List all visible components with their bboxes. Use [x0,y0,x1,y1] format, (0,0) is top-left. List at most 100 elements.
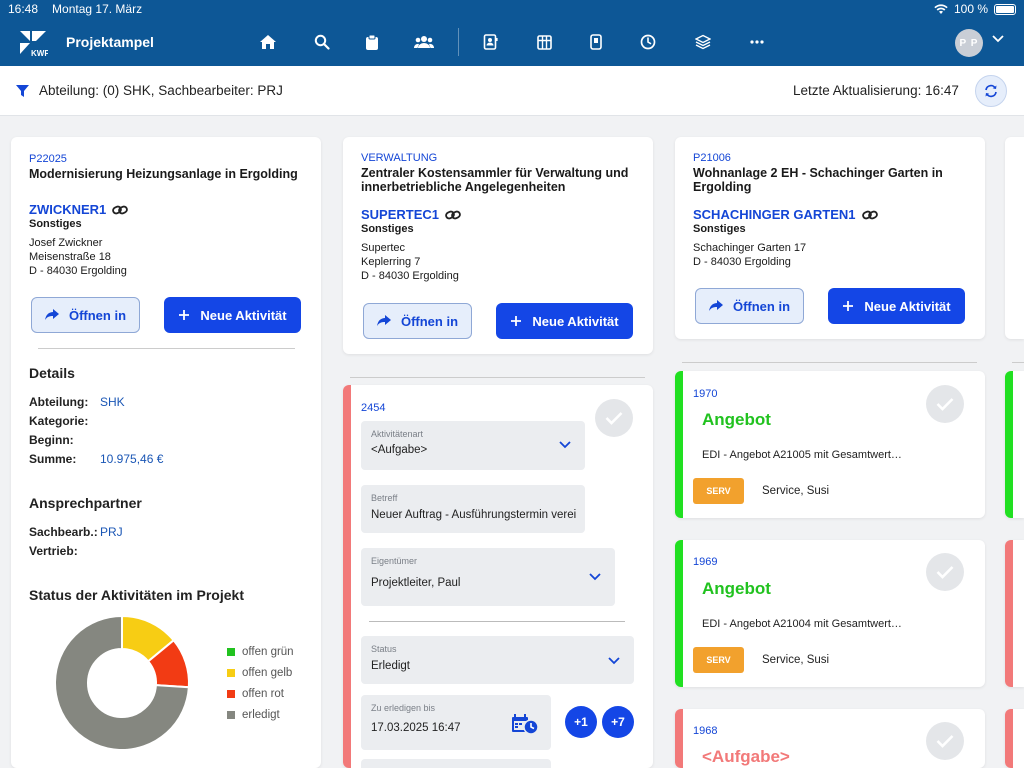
add-one-day-button[interactable]: +1 [565,706,597,738]
field-value: 17.03.2025 16:47 [371,722,461,734]
divider [682,362,977,363]
project-id[interactable]: VERWALTUNG [361,152,438,164]
customer-link[interactable]: SUPERTEC1 [361,207,461,222]
field-label: Zu erledigen bis [371,703,436,713]
subject-field[interactable]: Betreff Neuer Auftrag - Ausführungstermi… [361,485,585,533]
field-label: Status [371,644,397,654]
sum-label: Summe: [29,452,77,466]
chevron-down-icon [589,573,601,581]
project-title-line-1: Zentraler Kostensammler für Verwaltung u… [361,166,629,180]
next-field[interactable] [361,759,551,768]
complete-activity-button[interactable] [926,385,964,423]
activity-card-1970[interactable]: 1970 Angebot EDI - Angebot A21005 mit Ge… [675,371,985,518]
activity-card-1969[interactable]: 1969 Angebot EDI - Angebot A21004 mit Ge… [675,540,985,687]
new-activity-button[interactable]: Neue Aktivität [496,303,633,339]
clock-icon[interactable] [638,32,658,52]
activity-number[interactable]: 1969 [693,556,718,568]
open-in-button[interactable]: Öffnen in [31,297,140,333]
contact-card-icon[interactable] [480,32,500,52]
new-activity-button[interactable]: Neue Aktivität [828,288,965,324]
contact-heading: Ansprechpartner [29,495,142,511]
project-card-partial[interactable] [1005,137,1024,339]
status-select[interactable]: Status Erledigt [361,636,634,684]
legend-item-green: offen grün [227,646,294,658]
activity-description: EDI - Angebot A21004 mit Gesamtwert… [702,618,902,630]
owner-select[interactable]: Eigentümer Projektleiter, Paul [361,548,615,606]
chevron-down-icon[interactable] [992,35,1004,43]
share-arrow-icon [708,300,723,311]
complete-activity-button[interactable] [595,399,633,437]
assigned-person: Service, Susi [762,654,830,666]
customer-link[interactable]: SCHACHINGER GARTEN1 [693,207,878,222]
activity-status-strip [343,385,351,768]
user-avatar[interactable]: P P [955,29,983,57]
refresh-button[interactable] [975,75,1007,107]
field-label: Betreff [371,493,398,503]
customer-link[interactable]: ZWICKNER1 [29,202,129,217]
field-value: <Aufgabe> [371,444,428,456]
battery-percent: 100 % [953,2,988,16]
department-value: SHK [100,395,125,409]
legend-swatch-green [227,648,235,656]
layers-icon[interactable] [693,32,713,52]
activity-card-partial[interactable] [1005,540,1024,687]
tag-icon[interactable] [586,32,606,52]
legend-swatch-done [227,711,235,719]
project-id[interactable]: P21006 [693,152,731,164]
activity-card-1968[interactable]: 1968 <Aufgabe> [675,709,985,768]
activity-type-select[interactable]: Aktivitätenart <Aufgabe> [361,421,585,470]
nav-separator [458,28,459,56]
activity-number[interactable]: 1968 [693,725,718,737]
add-seven-days-button[interactable]: +7 [602,706,634,738]
legend-item-yellow: offen gelb [227,667,292,679]
open-in-button[interactable]: Öffnen in [695,288,804,324]
department-badge: SERV [693,647,744,673]
status-date: Montag 17. März [52,2,143,16]
status-donut-chart [54,614,190,751]
last-update-text: Letzte Aktualisierung: 16:47 [793,83,959,98]
activity-status-strip [1005,709,1013,768]
complete-activity-button[interactable] [926,722,964,760]
activity-status-strip [675,371,683,518]
users-icon[interactable] [414,32,434,52]
filter-summary[interactable]: Abteilung: (0) SHK, Sachbearbeiter: PRJ [39,83,283,98]
department-badge: SERV [693,478,744,504]
share-arrow-icon [376,315,391,326]
sales-label: Vertrieb: [29,544,78,558]
clipboard-icon[interactable] [362,32,382,52]
wifi-icon [934,3,948,14]
legend-item-done: erledigt [227,709,280,721]
open-in-button[interactable]: Öffnen in [363,303,472,339]
calendar-clock-icon[interactable] [511,713,539,735]
address-line-2: D - 84030 Ergolding [693,256,791,268]
sum-value: 10.975,46 € [100,452,164,466]
plus-icon [843,301,854,311]
address-line-3: D - 84030 Ergolding [361,270,459,282]
share-arrow-icon [44,309,59,320]
due-date-field[interactable]: Zu erledigen bis 17.03.2025 16:47 [361,695,551,750]
project-title: Modernisierung Heizungsanlage in Ergoldi… [29,167,298,181]
new-activity-button[interactable]: Neue Aktivität [164,297,301,333]
more-icon[interactable] [747,32,767,52]
grid-icon[interactable] [534,32,554,52]
activity-number[interactable]: 1970 [693,388,718,400]
activity-card-partial[interactable] [1005,371,1024,518]
field-value: Neuer Auftrag - Ausführungstermin verei [371,509,577,521]
divider [38,348,295,349]
begin-label: Beginn: [29,433,74,447]
status-time: 16:48 [8,2,39,16]
complete-activity-button[interactable] [926,553,964,591]
activity-status-strip [675,540,683,687]
address-line-1: Josef Zwickner [29,237,103,249]
address-line-2: Meisenstraße 18 [29,251,111,263]
customer-category: Sonstiges [29,218,82,230]
link-icon [445,210,461,219]
project-id[interactable]: P22025 [29,153,67,165]
home-icon[interactable] [258,32,278,52]
category-label: Kategorie: [29,414,89,428]
link-icon [861,210,878,219]
activity-card-partial[interactable] [1005,709,1024,768]
search-icon[interactable] [312,32,332,52]
activity-number[interactable]: 2454 [361,402,386,414]
filter-icon[interactable] [16,85,29,97]
